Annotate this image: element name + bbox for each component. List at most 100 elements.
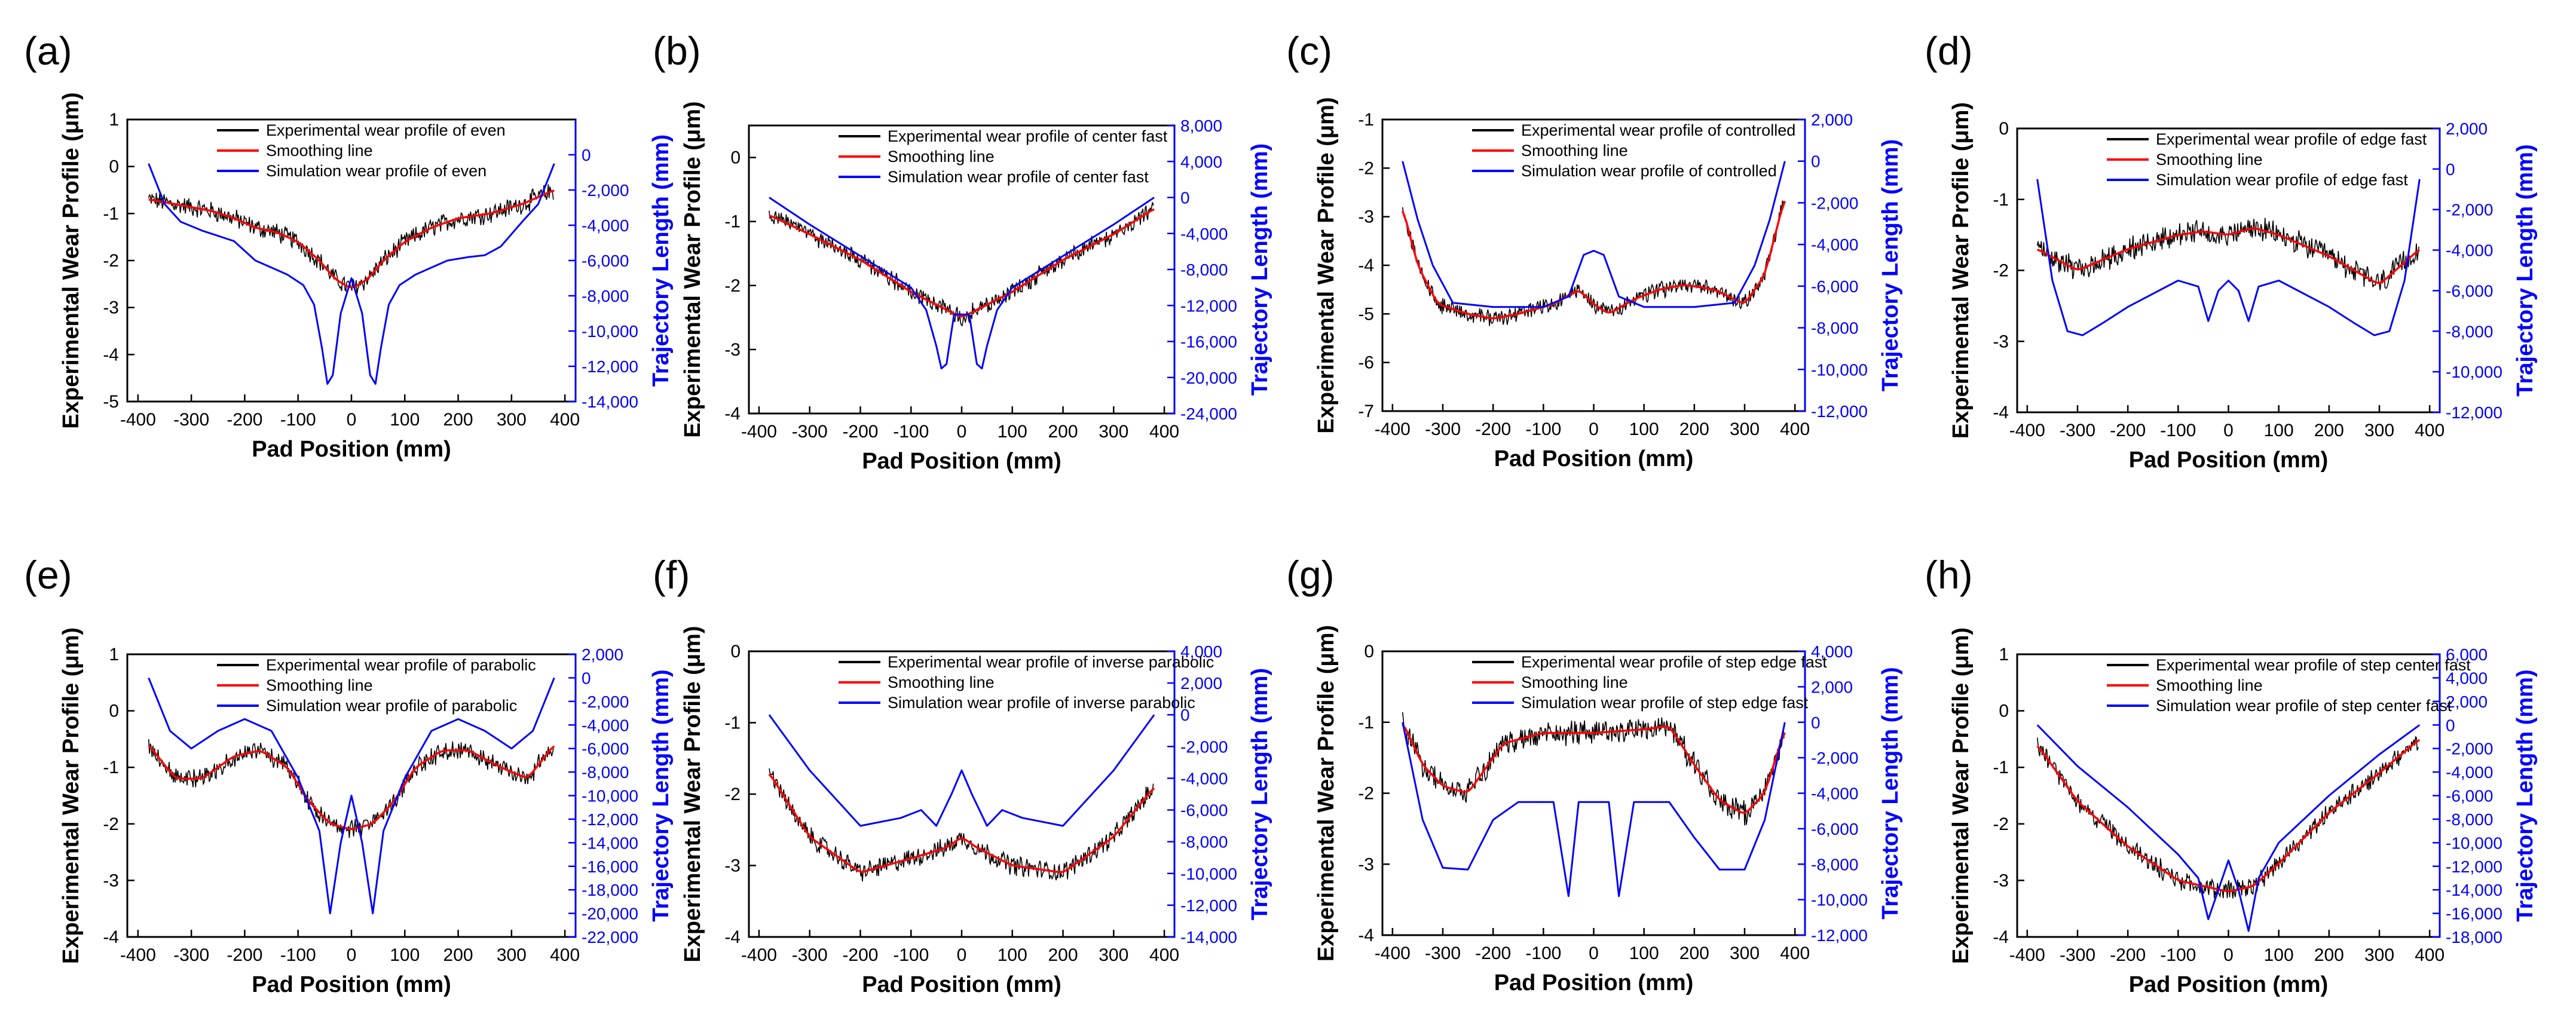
- y-tick-label: 0: [1364, 642, 1374, 661]
- legend-item: Simulation wear profile of parabolic: [266, 697, 517, 715]
- y-tick-label: -5: [103, 392, 119, 412]
- y-axis-title: Experimental Wear Profile (μm): [59, 627, 84, 964]
- series-experimental: [769, 202, 1154, 327]
- y-tick-label: -2: [1993, 261, 2009, 281]
- x-tick-label: 0: [957, 422, 967, 442]
- panel-label: (g): [1286, 553, 1335, 597]
- y2-tick-label: -14,000: [582, 834, 638, 852]
- y-tick-label: -2: [103, 251, 119, 271]
- y2-tick-label: 0: [1811, 713, 1821, 732]
- y-tick-label: 0: [109, 157, 119, 177]
- panel-label: (h): [1925, 553, 1973, 597]
- x-axis-title: Pad Position (mm): [252, 972, 451, 997]
- y2-axis-title: Trajectory Length (mm): [1247, 668, 1272, 920]
- y2-tick-label: -10,000: [1811, 891, 1868, 909]
- y2-tick-label: -6,000: [2446, 787, 2493, 805]
- x-axis-title: Pad Position (mm): [1494, 970, 1694, 995]
- panel-label: (c): [1286, 29, 1332, 73]
- x-tick-label: 400: [1149, 945, 1179, 965]
- x-tick-label: -300: [173, 945, 209, 965]
- y-tick-label: -4: [103, 345, 119, 364]
- y2-tick-label: -16,000: [2446, 905, 2502, 923]
- x-tick-label: 200: [443, 410, 473, 430]
- y2-tick-label: 4,000: [1180, 152, 1222, 171]
- series-simulation: [148, 163, 555, 385]
- y2-tick-label: -14,000: [582, 393, 638, 411]
- y-tick-label: -1: [103, 204, 119, 223]
- panel-label: (e): [24, 553, 72, 597]
- legend-item: Simulation wear profile of even: [266, 162, 487, 180]
- x-tick-label: -400: [2009, 421, 2045, 440]
- series-simulation: [1402, 161, 1786, 308]
- legend-item: Simulation wear profile of center fast: [888, 168, 1149, 186]
- y2-tick-label: -4,000: [1180, 769, 1228, 788]
- y2-tick-label: -12,000: [1180, 896, 1237, 915]
- y-tick-label: -2: [103, 814, 119, 834]
- x-tick-label: -200: [842, 945, 878, 965]
- y-tick-label: -3: [1358, 207, 1374, 227]
- x-tick-label: 300: [1099, 422, 1128, 442]
- y2-tick-label: 2,000: [1180, 674, 1222, 693]
- y2-tick-label: 2,000: [1811, 111, 1853, 129]
- series-smoothing: [768, 773, 1155, 874]
- y-tick-label: -3: [724, 340, 741, 360]
- y-tick-label: -5: [1358, 304, 1374, 324]
- x-tick-label: -100: [1525, 419, 1561, 439]
- x-tick-label: -100: [893, 945, 929, 965]
- series-experimental: [2036, 218, 2419, 290]
- y-tick-label: 0: [109, 702, 119, 721]
- x-tick-label: -300: [792, 945, 828, 965]
- y2-tick-label: -14,000: [1180, 928, 1237, 946]
- panel-d: (d)-400 -300 -200 -100 0 100 200 300 400-4-3-2-1…: [1925, 29, 2538, 473]
- x-tick-label: -300: [2060, 945, 2095, 965]
- series-smoothing: [1402, 724, 1786, 814]
- x-tick-label: -400: [741, 945, 777, 965]
- series-simulation: [768, 714, 1155, 827]
- y2-tick-label: -12,000: [1811, 402, 1868, 421]
- x-tick-label: -300: [2060, 421, 2095, 440]
- y2-tick-label: 4,000: [1811, 642, 1853, 661]
- y2-tick-label: -8,000: [582, 287, 629, 305]
- y2-tick-label: -12,000: [2446, 857, 2502, 876]
- y-tick-label: -3: [103, 871, 119, 890]
- y-tick-label: 1: [1999, 645, 2009, 664]
- y2-tick-label: -2,000: [2446, 201, 2493, 219]
- y2-tick-label: 2,000: [2446, 120, 2488, 138]
- y2-tick-label: -8,000: [582, 763, 629, 782]
- y2-tick-label: 0: [2446, 716, 2455, 734]
- y2-tick-label: -16,000: [582, 857, 638, 876]
- x-tick-label: -100: [280, 945, 316, 965]
- y-tick-label: -4: [1358, 256, 1374, 275]
- legend-item: Experimental wear profile of edge fast: [2156, 130, 2427, 148]
- y-tick-label: -3: [103, 298, 119, 318]
- legend-item: Simulation wear profile of inverse parab…: [888, 694, 1195, 712]
- y2-tick-label: -6,000: [582, 740, 629, 758]
- x-tick-label: 0: [347, 410, 357, 430]
- y2-tick-label: -10,000: [582, 787, 638, 805]
- legend-item: Experimental wear profile of controlled: [1521, 121, 1795, 139]
- y2-tick-label: -2,000: [582, 693, 629, 711]
- x-tick-label: -200: [842, 422, 878, 442]
- series-simulation: [1402, 722, 1786, 897]
- y-tick-label: -1: [1358, 713, 1374, 733]
- y-tick-label: -4: [1993, 403, 2009, 422]
- y-tick-label: -2: [1358, 158, 1374, 178]
- y2-tick-label: -2,000: [1180, 737, 1228, 756]
- y2-tick-label: -8,000: [1811, 319, 1858, 338]
- y2-tick-label: -6,000: [582, 252, 629, 270]
- x-tick-label: 400: [550, 410, 580, 430]
- series-simulation: [148, 677, 555, 915]
- x-axis-title: Pad Position (mm): [862, 449, 1061, 474]
- series-smoothing: [2036, 739, 2421, 893]
- y2-tick-label: -16,000: [1180, 333, 1237, 351]
- y2-tick-label: -8,000: [2446, 810, 2493, 829]
- x-tick-label: 0: [2223, 945, 2234, 965]
- y2-tick-label: -10,000: [1811, 360, 1868, 379]
- x-tick-label: 0: [957, 945, 967, 965]
- y2-axis-title: Trajectory Length (mm): [648, 669, 674, 921]
- y2-tick-label: -4,000: [1811, 235, 1858, 254]
- y-tick-label: -4: [724, 404, 741, 424]
- y-axis-title: Experimental Wear Profile (μm): [680, 101, 705, 437]
- series-experimental: [1402, 712, 1785, 826]
- y-tick-label: -4: [1358, 926, 1374, 945]
